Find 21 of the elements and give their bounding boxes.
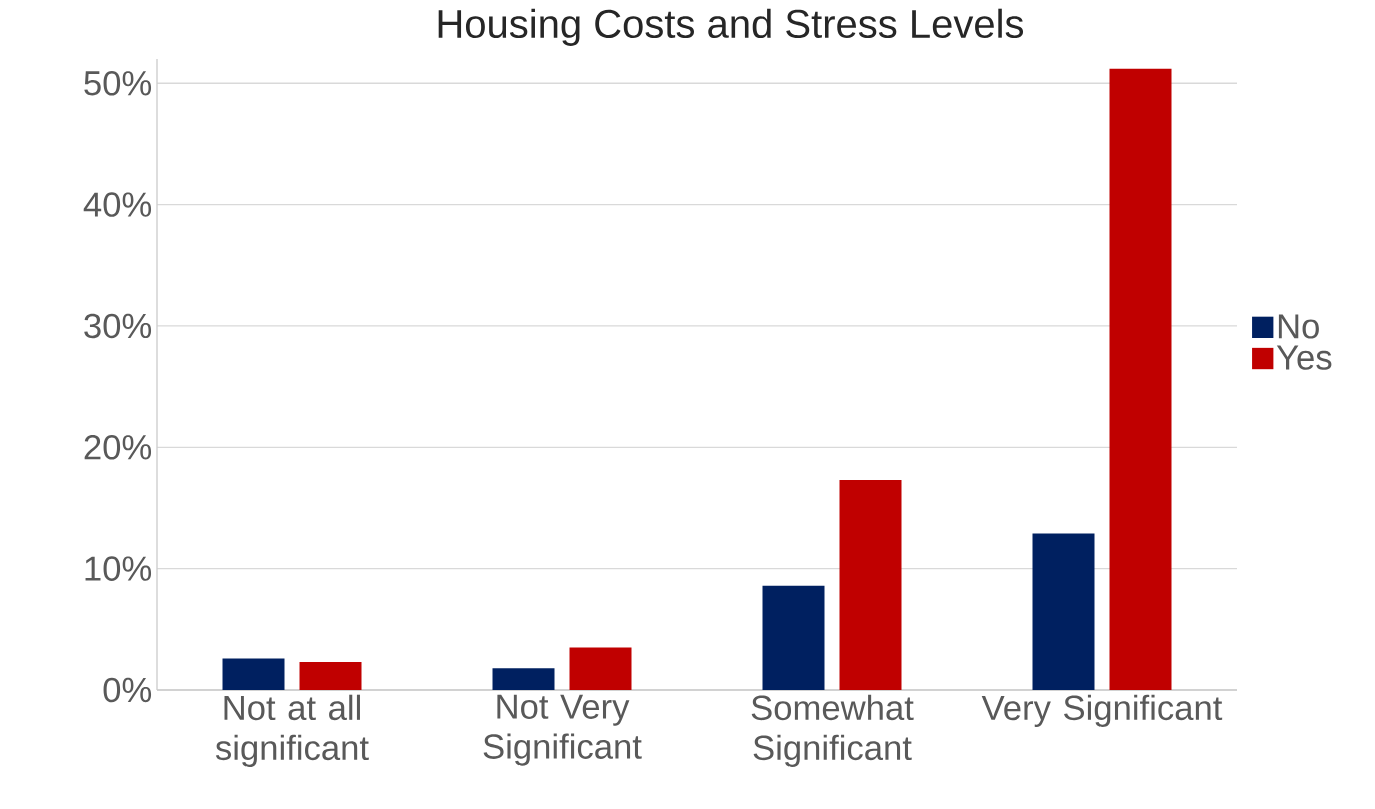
bar: [222, 658, 285, 690]
bar: [299, 662, 362, 690]
x-tick-label: Very Significant: [981, 694, 1223, 728]
bar: [1032, 533, 1095, 690]
chart-title: Housing Costs and Stress Levels: [438, 8, 1024, 46]
bar: [762, 585, 825, 690]
legend-label: No: [1278, 314, 1319, 339]
x-tick-label: Not at all significant: [215, 694, 369, 768]
y-tick-label: 0%: [103, 677, 152, 703]
x-tick-label: Not Very Significant: [483, 694, 642, 766]
y-tick-label: 40%: [83, 192, 152, 217]
y-tick-label: 20%: [84, 435, 152, 460]
bar: [1109, 68, 1172, 690]
bar: [839, 480, 902, 690]
bar: [492, 668, 555, 690]
y-tick-label: 30%: [84, 313, 152, 339]
bar: [569, 647, 632, 690]
y-tick-label: 10%: [85, 556, 152, 581]
y-tick-label: 50%: [84, 70, 152, 96]
legend-label: Yes: [1276, 345, 1332, 370]
x-tick-label: Somewhat Significant: [751, 694, 914, 768]
